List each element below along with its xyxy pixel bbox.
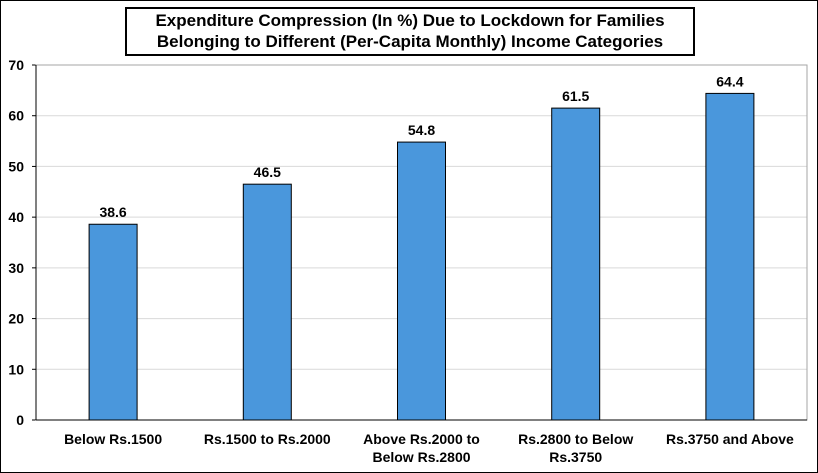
bar [397, 141, 446, 421]
x-tick-label: Rs.1500 to Rs.2000 [204, 431, 331, 447]
y-tick-label: 70 [8, 57, 24, 73]
labels: 0 10 20 30 40 50 60 70 38.6 Below Rs.1500 46.5 Rs.1… [8, 57, 794, 465]
chart-title-line-1: Expenditure Compression (In %) Due to Lo… [155, 11, 665, 30]
data-label: 54.8 [408, 122, 435, 138]
bar [88, 223, 138, 421]
chart-title-line-2: Belonging to Different (Per-Capita Month… [156, 32, 664, 51]
axes [32, 64, 808, 421]
x-tick-label: Rs.3750 and Above [666, 431, 794, 447]
y-tick-label: 30 [8, 260, 24, 276]
x-tick-label: Below Rs.1500 [64, 431, 162, 447]
bar [705, 92, 755, 421]
x-tick-label: Rs.3750 [549, 449, 602, 465]
data-label: 46.5 [254, 164, 281, 180]
data-label: 61.5 [562, 88, 589, 104]
data-label: 64.4 [716, 73, 743, 89]
x-tick-label: Above Rs.2000 to [363, 431, 480, 447]
y-tick-label: 60 [8, 108, 24, 124]
y-tick-label: 40 [8, 209, 24, 225]
y-tick-label: 20 [8, 311, 24, 327]
bar [551, 107, 601, 421]
x-tick-label: Below Rs.2800 [372, 449, 470, 465]
chart-title: Expenditure Compression (In %) Due to Lo… [125, 7, 695, 56]
data-label: 38.6 [99, 204, 126, 220]
bar [242, 183, 292, 421]
x-tick-label: Rs.2800 to Below [518, 431, 633, 447]
y-tick-label: 50 [8, 158, 24, 174]
y-tick-label: 10 [8, 361, 24, 377]
y-tick-label: 0 [16, 412, 24, 428]
bars [88, 92, 755, 421]
